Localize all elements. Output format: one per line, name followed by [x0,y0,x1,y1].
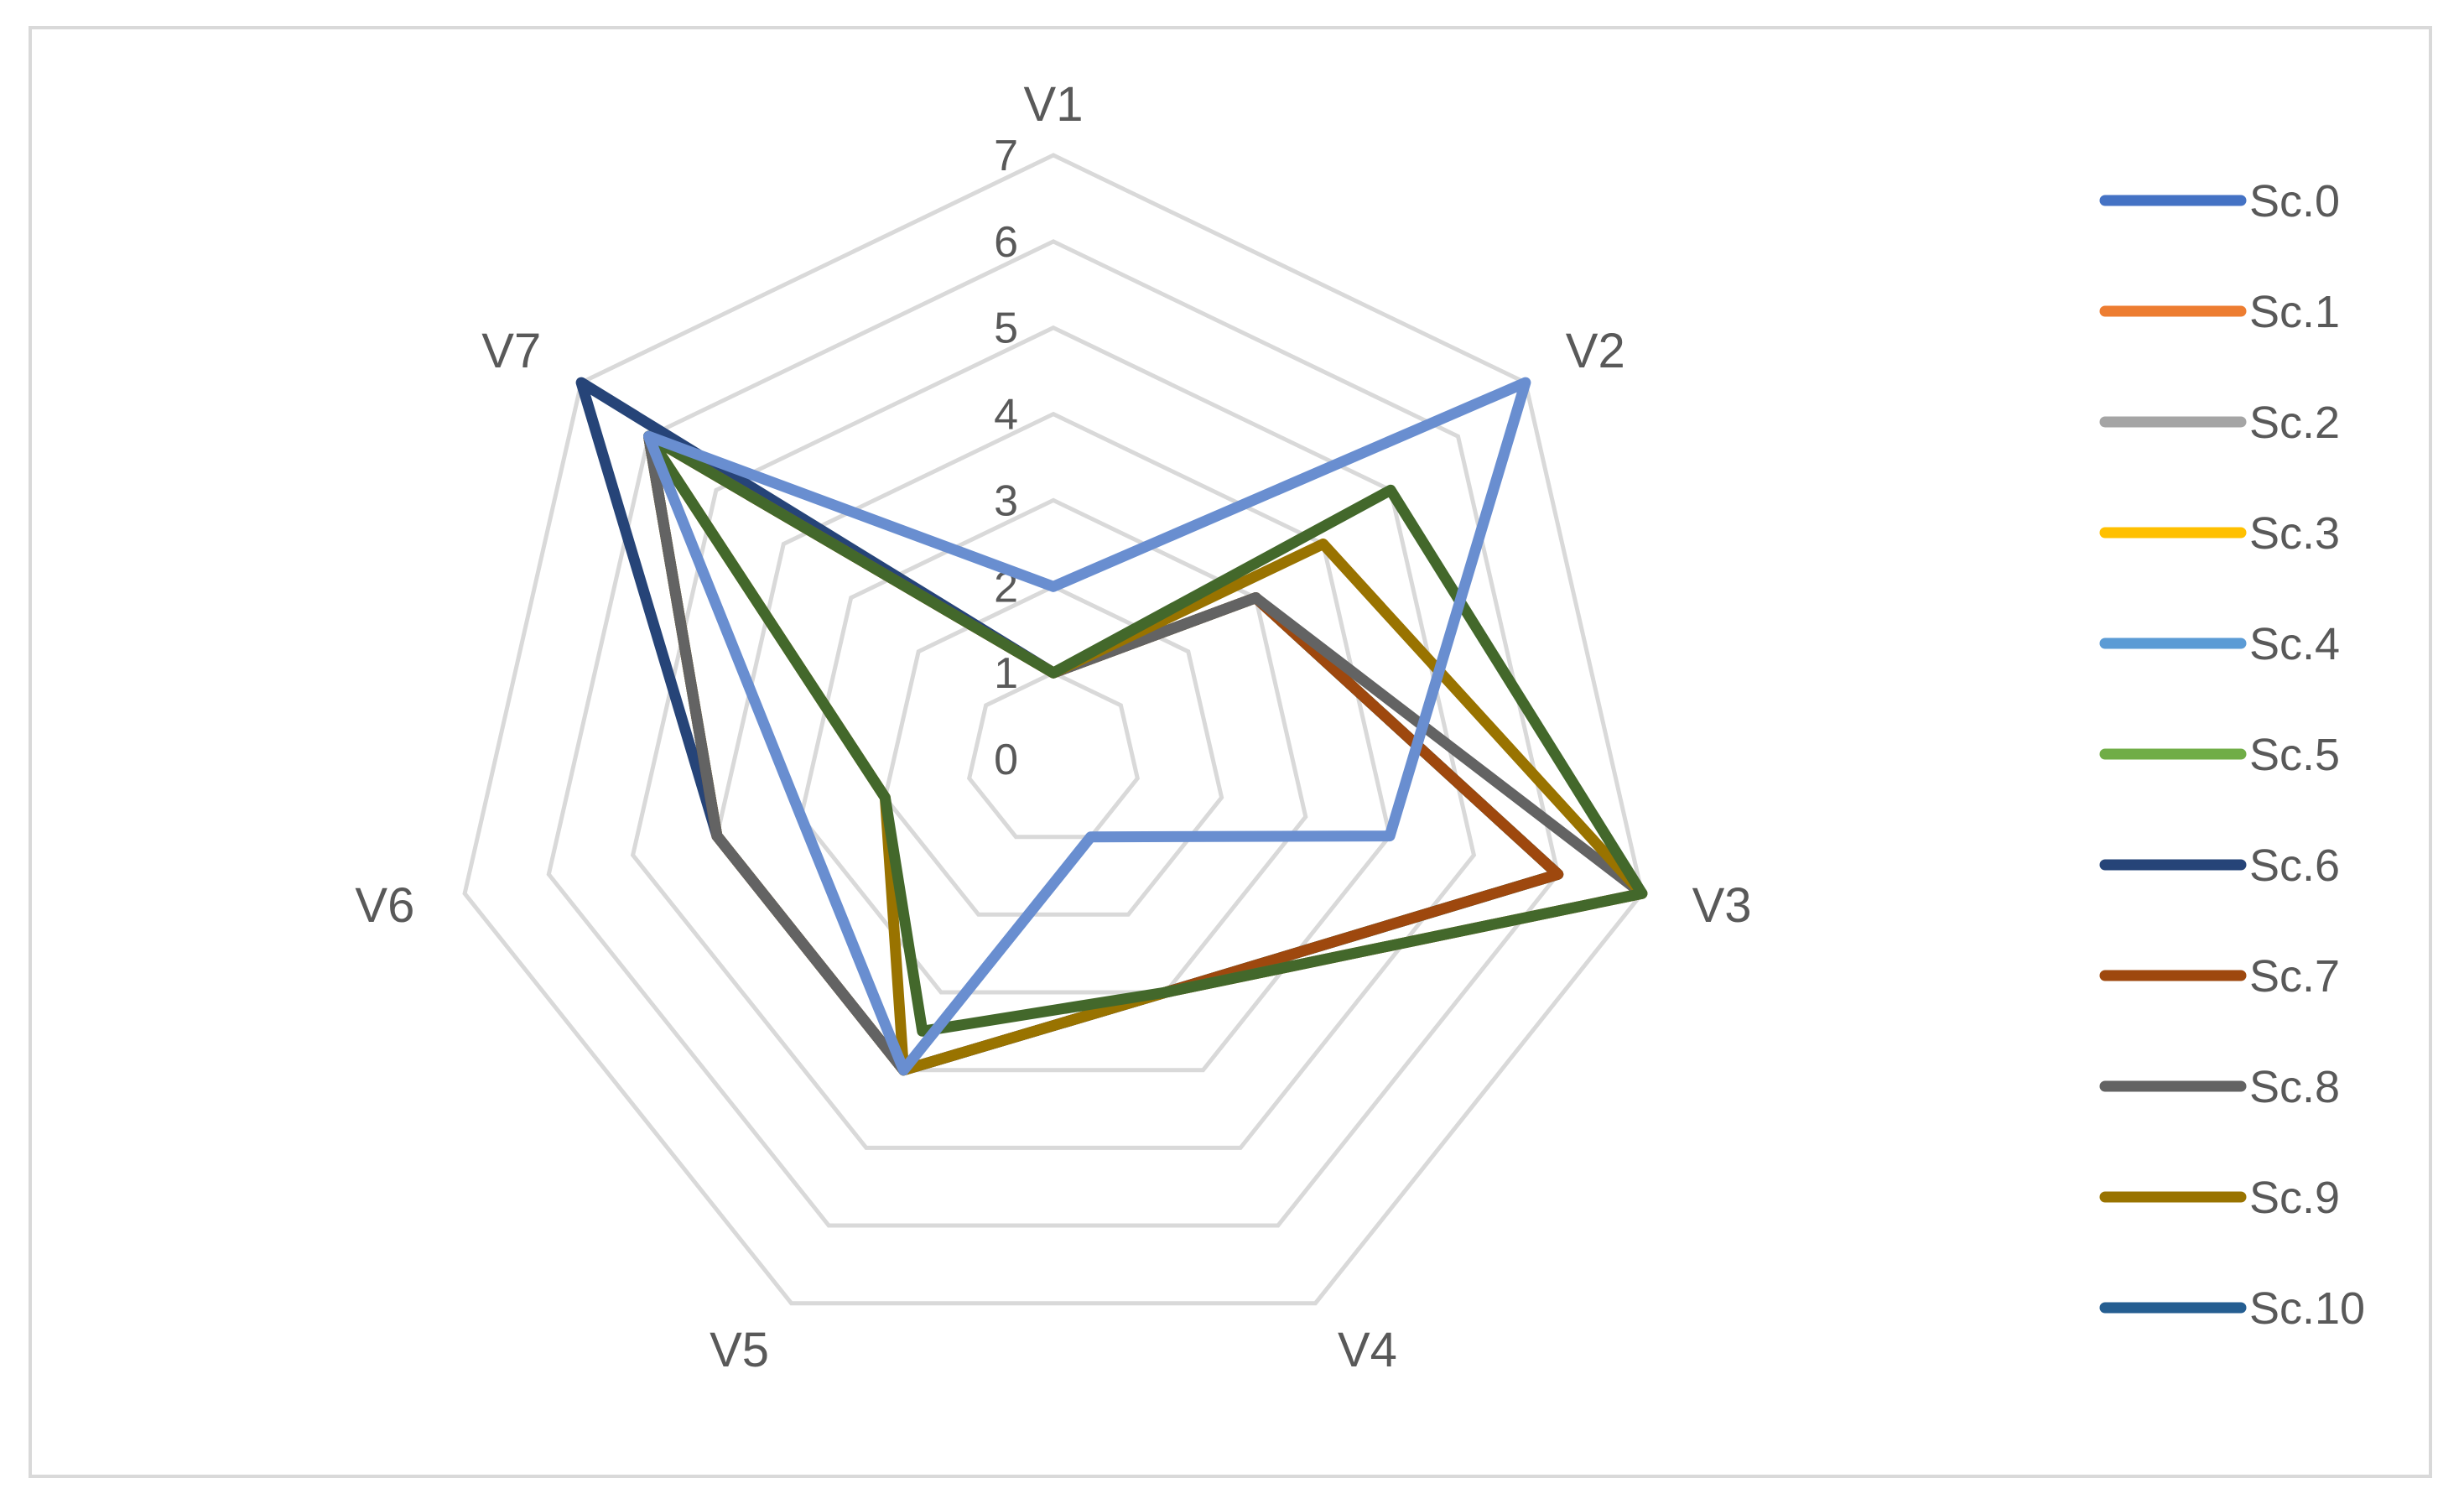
grid-ring-1 [966,670,1141,840]
legend-entry-sc-9: Sc.9 [2249,1173,2340,1223]
series-lines [575,377,1648,1076]
axis-label-v3: V3 [1692,878,1752,933]
legend-entry-sc-2: Sc.2 [2249,398,2340,448]
grid-ring-7 [462,153,1645,1306]
legend-entry-sc-8: Sc.8 [2249,1062,2340,1112]
radar-grid [462,153,1645,1306]
axis-label-v4: V4 [1338,1323,1397,1377]
tick-label-5: 5 [994,304,1018,353]
axis-label-v1: V1 [1024,77,1084,132]
series-line-sc-8 [643,430,1648,1076]
grid-ring-5 [630,325,1477,1150]
axis-label-v7: V7 [481,324,541,378]
grid-ring-4 [715,411,1392,1073]
grid-ring-3 [798,497,1308,995]
axis-labels: V1 V2 V3 V4 V5 V6 V7 [355,77,1751,1377]
tick-label-0: 0 [994,736,1018,784]
series-line-sc-5b [643,430,1648,1037]
chart-frame [29,26,2432,1478]
grid-ring-2 [882,584,1224,917]
legend-entry-sc-1: Sc.1 [2249,287,2340,337]
axis-label-v6: V6 [355,878,414,933]
tick-label-7: 7 [994,132,1018,180]
tick-label-1: 1 [994,649,1018,698]
series-line-sc-9 [643,430,1648,1076]
axis-label-v2: V2 [1566,324,1625,378]
grid-ring-6 [546,239,1561,1228]
legend-entry-sc-6: Sc.6 [2249,840,2340,891]
series-line-sc-4b [643,377,1531,1076]
legend-entry-sc-0: Sc.0 [2249,176,2340,226]
legend-entry-sc-4: Sc.4 [2249,619,2340,669]
legend-entry-sc-10: Sc.10 [2249,1283,2365,1334]
legend-entry-sc-7: Sc.7 [2249,951,2340,1002]
tick-label-4: 4 [994,391,1018,440]
axis-label-v5: V5 [710,1323,769,1377]
legend-entry-sc-3: Sc.3 [2249,508,2340,559]
legend: Sc.0 Sc.1 Sc.2 Sc.3 Sc.4 Sc.5 Sc.6 Sc.7 Sc.8 Sc.9… [2099,176,2365,1334]
tick-label-3: 3 [994,476,1018,525]
legend-entry-sc-5: Sc.5 [2249,730,2340,780]
tick-label-6: 6 [994,218,1018,267]
